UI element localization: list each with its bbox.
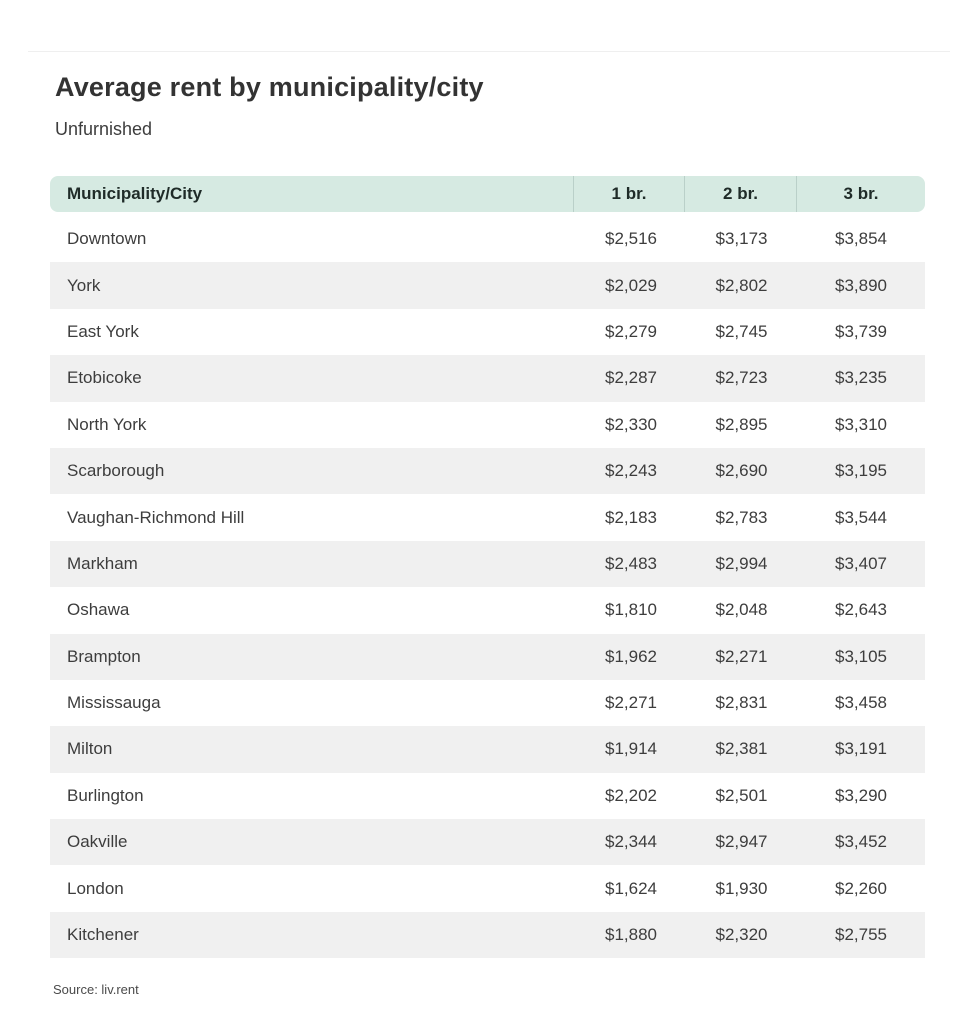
table-body: Downtown $2,516 $3,173 $3,854 York $2,02… <box>50 216 925 959</box>
table-row: Markham $2,483 $2,994 $3,407 <box>50 540 925 588</box>
cell-2br: $2,048 <box>715 600 768 620</box>
table-row: Oshawa $1,810 $2,048 $2,643 <box>50 587 925 633</box>
cell-2br: $1,930 <box>715 878 768 898</box>
cell-3br: $3,310 <box>835 414 887 434</box>
cell-1br: $2,287 <box>605 368 657 388</box>
cell-2br: $2,723 <box>715 368 768 388</box>
table-row: Brampton $1,962 $2,271 $3,105 <box>50 633 925 680</box>
cell-3br: $3,191 <box>835 739 887 759</box>
cell-city: Burlington <box>67 785 144 805</box>
column-header-3br: 3 br. <box>796 176 925 212</box>
cell-3br: $3,458 <box>835 693 887 713</box>
cell-2br: $2,381 <box>715 739 768 759</box>
cell-1br: $2,271 <box>605 693 657 713</box>
source-note: Source: liv.rent <box>53 982 139 997</box>
cell-2br: $3,173 <box>715 229 768 249</box>
cell-1br: $1,914 <box>605 739 657 759</box>
cell-1br: $1,962 <box>605 646 657 666</box>
cell-city: Mississauga <box>67 693 161 713</box>
cell-3br: $3,544 <box>835 507 887 527</box>
table-row: Oakville $2,344 $2,947 $3,452 <box>50 819 925 866</box>
cell-city: Oshawa <box>67 600 130 620</box>
cell-3br: $3,195 <box>835 461 887 481</box>
cell-3br: $2,643 <box>835 600 887 620</box>
cell-city: Brampton <box>67 646 141 666</box>
cell-city: London <box>67 878 124 898</box>
cell-city: Kitchener <box>67 925 139 945</box>
cell-1br: $2,183 <box>605 507 657 527</box>
cell-city: Oakville <box>67 832 128 852</box>
table-row: Burlington $2,202 $2,501 $3,290 <box>50 773 925 819</box>
table-row: York $2,029 $2,802 $3,890 <box>50 262 925 309</box>
cell-2br: $2,802 <box>715 275 768 295</box>
cell-1br: $2,516 <box>605 229 657 249</box>
page-title: Average rent by municipality/city <box>55 72 484 102</box>
cell-2br: $2,783 <box>715 507 768 527</box>
rent-table: Municipality/City 1 br. 2 br. 3 br. Down… <box>50 176 925 959</box>
cell-city: East York <box>67 321 139 341</box>
cell-1br: $2,202 <box>605 785 657 805</box>
cell-3br: $2,755 <box>835 925 887 945</box>
cell-city: Markham <box>67 553 138 573</box>
cell-1br: $2,243 <box>605 461 657 481</box>
column-header-municipality: Municipality/City <box>67 184 203 203</box>
cell-1br: $2,279 <box>605 321 657 341</box>
cell-2br: $2,501 <box>715 785 768 805</box>
cell-city: York <box>67 275 101 295</box>
table-row: Mississauga $2,271 $2,831 $3,458 <box>50 680 925 726</box>
cell-city: North York <box>67 414 147 434</box>
cell-2br: $2,831 <box>715 693 768 713</box>
cell-2br: $2,271 <box>715 646 768 666</box>
page-subtitle: Unfurnished <box>55 119 153 139</box>
cell-3br: $3,854 <box>835 229 887 249</box>
cell-1br: $1,880 <box>605 925 657 945</box>
cell-3br: $2,260 <box>835 878 887 898</box>
cell-3br: $3,235 <box>835 368 887 388</box>
table-row: Milton $1,914 $2,381 $3,191 <box>50 726 925 773</box>
cell-2br: $2,947 <box>715 832 768 852</box>
table-row: Etobicoke $2,287 $2,723 $3,235 <box>50 355 925 402</box>
cell-1br: $2,344 <box>605 832 657 852</box>
table-row: Downtown $2,516 $3,173 $3,854 <box>50 216 925 262</box>
cell-2br: $2,895 <box>715 414 768 434</box>
cell-1br: $1,810 <box>605 600 657 620</box>
cell-2br: $2,690 <box>715 461 768 481</box>
column-header-1br: 1 br. <box>573 176 684 212</box>
table-row: East York $2,279 $2,745 $3,739 <box>50 309 925 355</box>
table-row: London $1,624 $1,930 $2,260 <box>50 865 925 911</box>
cell-city: Milton <box>67 739 113 759</box>
column-header-2br: 2 br. <box>684 176 796 212</box>
cell-3br: $3,105 <box>835 646 887 666</box>
cell-city: Scarborough <box>67 461 165 481</box>
cell-2br: $2,745 <box>715 321 768 341</box>
cell-1br: $2,330 <box>605 414 657 434</box>
cell-city: Etobicoke <box>67 368 142 388</box>
cell-3br: $3,452 <box>835 832 887 852</box>
cell-1br: $2,029 <box>605 275 657 295</box>
cell-3br: $3,739 <box>835 321 887 341</box>
cell-city: Vaughan-Richmond Hill <box>67 507 245 527</box>
table-header-row: Municipality/City 1 br. 2 br. 3 br. <box>50 176 925 212</box>
cell-3br: $3,407 <box>835 553 887 573</box>
table-row: North York $2,330 $2,895 $3,310 <box>50 402 925 448</box>
table-row: Kitchener $1,880 $2,320 $2,755 <box>50 911 925 959</box>
table-row: Scarborough $2,243 $2,690 $3,195 <box>50 447 925 495</box>
cell-3br: $3,290 <box>835 785 887 805</box>
cell-2br: $2,320 <box>715 925 768 945</box>
cell-1br: $1,624 <box>605 878 657 898</box>
cell-1br: $2,483 <box>605 553 657 573</box>
cell-city: Downtown <box>67 229 147 249</box>
cell-3br: $3,890 <box>835 275 887 295</box>
table-row: Vaughan-Richmond Hill $2,183 $2,783 $3,5… <box>50 494 925 540</box>
cell-2br: $2,994 <box>715 553 768 573</box>
top-divider <box>28 51 950 52</box>
